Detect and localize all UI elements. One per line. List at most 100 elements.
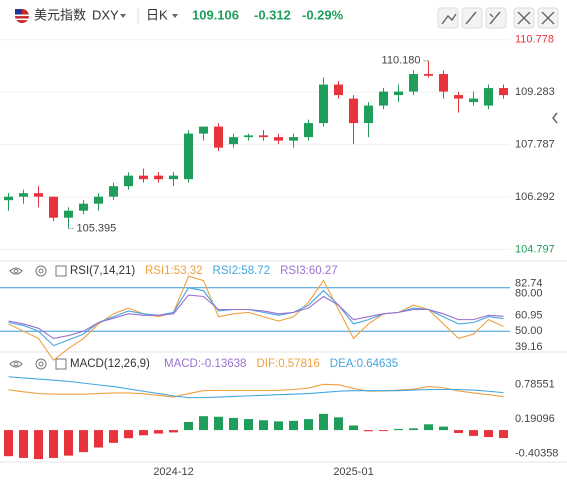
- macd-bar: [379, 430, 388, 432]
- candle-body: [469, 98, 478, 103]
- macd-bar: [319, 413, 328, 431]
- y-tick-label: -0.40358: [515, 447, 558, 459]
- macd-bar: [199, 416, 208, 431]
- macd-bar: [484, 430, 493, 438]
- candle-body: [94, 196, 103, 204]
- macd-bar: [394, 428, 403, 431]
- macd-bar: [124, 430, 133, 439]
- candle-body: [139, 175, 148, 180]
- y-tick-label: 82.74: [515, 278, 543, 290]
- rsi-line: [8, 287, 504, 347]
- candle-body: [304, 123, 313, 138]
- y-tick-label: 0.78551: [515, 378, 555, 390]
- macd-bar: [169, 430, 178, 433]
- index-name[interactable]: 美元指数: [34, 7, 86, 22]
- macd-panel-icons[interactable]: [9, 358, 67, 370]
- rsi-panel-icons[interactable]: [9, 265, 67, 277]
- candle-body: [34, 193, 43, 197]
- candle-body: [64, 210, 73, 218]
- candle-body: [484, 88, 493, 106]
- candle-body: [49, 196, 58, 218]
- macd-bar: [244, 419, 253, 431]
- candle-body: [364, 105, 373, 124]
- y-tick-label: 39.16: [515, 341, 543, 353]
- dropdown-arrow[interactable]: [120, 14, 126, 18]
- annotation: 105.395: [77, 222, 117, 234]
- macd-bar: [289, 420, 298, 431]
- candle-body: [454, 95, 463, 99]
- macd-bar: [409, 428, 418, 431]
- toolbar: [437, 7, 559, 29]
- y-tick-label: 80.00: [515, 288, 543, 300]
- candle-body: [4, 196, 13, 201]
- tool-button[interactable]: [485, 7, 507, 29]
- macd-bar: [94, 430, 103, 448]
- candle-body: [394, 91, 403, 96]
- tool-button[interactable]: [461, 7, 483, 29]
- y-tick-label: 50.00: [515, 325, 543, 337]
- candle-body: [424, 74, 433, 76]
- macd-bar: [424, 424, 433, 431]
- period[interactable]: 日K: [146, 7, 168, 22]
- macd-bar: [364, 430, 373, 432]
- candle-body: [409, 74, 418, 92]
- candle-body: [334, 84, 343, 96]
- candle-body: [289, 137, 298, 141]
- candle-body: [319, 84, 328, 124]
- macd-line: [8, 376, 504, 399]
- macd-bar: [259, 420, 268, 431]
- macd-bar: [469, 430, 478, 436]
- candle-body: [184, 133, 193, 180]
- y-tick-label: 107.787: [515, 138, 555, 150]
- price: 109.106: [192, 7, 239, 22]
- y-tick-label: 110.778: [515, 34, 554, 46]
- candle-body: [214, 126, 223, 148]
- macd-bar: [154, 430, 163, 434]
- candle-body: [19, 193, 28, 197]
- candle-body: [79, 203, 88, 211]
- indicator-title: MACD(12,26,9): [70, 358, 150, 370]
- rsi-line: [8, 294, 504, 340]
- symbol[interactable]: DXY: [92, 7, 119, 22]
- indicator-title: RSI(7,14,21): [70, 265, 135, 277]
- macd-bar: [214, 416, 223, 431]
- candle-body: [439, 74, 448, 92]
- legend-entry: DIF:0.57816: [256, 358, 319, 370]
- macd-bar: [349, 425, 358, 431]
- toolbar-icons: [441, 11, 555, 25]
- legend-entry: DEA:0.64635: [330, 358, 398, 370]
- y-tick-label: 0.19096: [515, 413, 555, 425]
- macd-bar: [109, 430, 118, 443]
- candle-body: [244, 135, 253, 138]
- macd-bar: [439, 426, 448, 431]
- y-tick-label: 106.292: [515, 191, 555, 203]
- candle-body: [169, 175, 178, 180]
- legend-entry: RSI1:53.32: [145, 265, 203, 277]
- collapse-arrow[interactable]: [552, 112, 558, 124]
- macd-bar: [139, 430, 148, 436]
- candle-body: [109, 186, 118, 197]
- x-tick-label: 2024-12: [153, 466, 193, 478]
- candle-body: [229, 137, 238, 145]
- candle-body: [154, 175, 163, 180]
- legend-entry: MACD:-0.13638: [164, 358, 246, 370]
- dropdown-arrow[interactable]: [172, 14, 178, 18]
- candle-body: [349, 98, 358, 124]
- macd-bar: [64, 430, 73, 456]
- y-tick-label: 109.283: [515, 86, 555, 98]
- tool-button[interactable]: [437, 7, 459, 29]
- candle-body: [379, 91, 388, 106]
- rsi-line: [8, 275, 504, 361]
- flag-icon: [15, 9, 29, 23]
- y-tick-label: 104.797: [515, 243, 555, 255]
- y-tick-label: 60.95: [515, 309, 543, 321]
- change: -0.312: [254, 7, 291, 22]
- macd-bar: [4, 430, 13, 457]
- macd-bar: [79, 430, 88, 453]
- change-pct: -0.29%: [302, 7, 344, 22]
- macd-bar: [304, 419, 313, 431]
- macd-bar: [229, 417, 238, 431]
- candle-body: [259, 135, 268, 138]
